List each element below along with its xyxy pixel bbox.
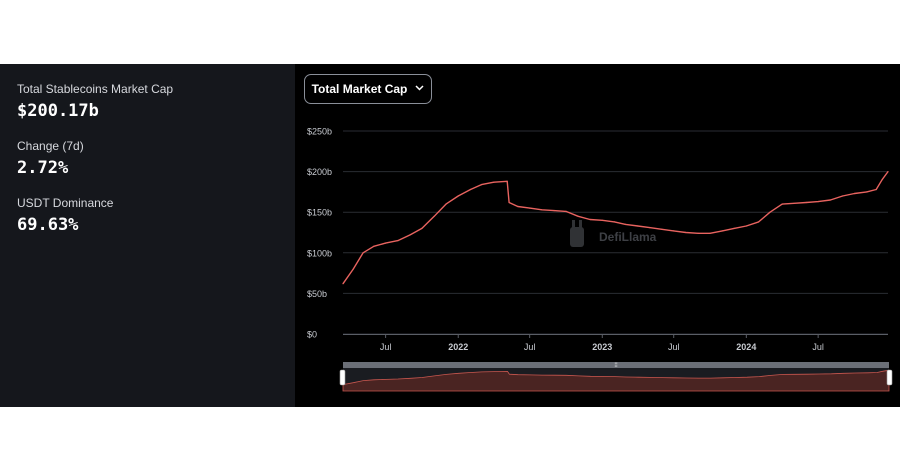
- data-point: [553, 210, 555, 212]
- data-point: [506, 180, 508, 182]
- x-tick-label: Jul: [380, 342, 392, 352]
- chart-grid: [343, 130, 888, 335]
- chevron-down-icon: [415, 84, 424, 94]
- y-tick-label: $50b: [307, 289, 327, 299]
- data-point: [887, 171, 889, 173]
- stat-label-total-market-cap: Total Stablecoins Market Cap: [17, 82, 174, 96]
- data-point: [433, 215, 435, 217]
- x-tick-label: Jul: [524, 342, 536, 352]
- data-point: [805, 201, 807, 204]
- data-point: [829, 199, 832, 201]
- y-axis: $0 $50b $100b $150b $200b $250b: [307, 127, 332, 340]
- navigator-right-handle[interactable]: [886, 369, 893, 386]
- stats-panel: Total Stablecoins Market Cap $200.17b Ch…: [0, 64, 295, 407]
- data-point: [875, 188, 877, 191]
- x-tick-label: Jul: [668, 342, 680, 352]
- data-point: [661, 228, 663, 230]
- data-point: [517, 205, 519, 208]
- x-axis: Jul 2022 Jul 2023 Jul 2024 Jul: [380, 334, 824, 352]
- navigator-left-handle[interactable]: [339, 369, 346, 386]
- data-point: [673, 230, 675, 232]
- data-point: [421, 227, 423, 229]
- data-point: [385, 242, 387, 244]
- data-point: [529, 207, 531, 209]
- data-point: [352, 268, 354, 270]
- stat-value-change-7d: 2.72%: [17, 158, 69, 178]
- data-point: [758, 221, 760, 223]
- stat-value-total-market-cap: $200.17b: [17, 101, 99, 121]
- llama-logo-icon: [570, 220, 584, 247]
- data-point: [577, 215, 579, 217]
- range-navigator[interactable]: ⁞⁞: [339, 362, 893, 392]
- navigator-grip-icon: ⁞⁞: [614, 363, 618, 369]
- data-point: [637, 225, 639, 227]
- data-point: [625, 223, 627, 225]
- y-tick-label: $0: [307, 330, 317, 340]
- stat-value-usdt-dominance: 69.63%: [17, 215, 79, 235]
- data-point: [508, 201, 510, 204]
- data-point: [541, 209, 543, 211]
- data-point: [342, 283, 344, 285]
- data-point: [589, 218, 591, 221]
- data-point: [469, 188, 472, 191]
- chart-panel: Total Market Cap DefiLlama $0 $50b $100b $1…: [295, 64, 900, 407]
- x-tick-label: 2022: [448, 342, 468, 352]
- data-point: [817, 201, 819, 203]
- data-point: [565, 210, 567, 212]
- navigator-area: [342, 369, 890, 392]
- x-tick-label: 2024: [736, 342, 756, 352]
- data-point: [613, 221, 616, 223]
- market-cap-chart: DefiLlama $0 $50b $100b $150b $200b $250b Jul…: [307, 127, 893, 392]
- data-point: [685, 231, 687, 234]
- series-line-total-market-cap: [342, 171, 889, 285]
- data-point: [733, 227, 735, 229]
- data-point: [373, 245, 375, 247]
- stat-label-change-7d: Change (7d): [17, 139, 84, 153]
- data-point: [745, 225, 747, 227]
- data-point: [769, 211, 771, 213]
- data-point: [697, 232, 699, 234]
- x-tick-label: 2023: [592, 342, 612, 352]
- watermark: DefiLlama: [570, 220, 657, 247]
- data-point: [781, 203, 783, 205]
- y-tick-label: $200b: [307, 167, 332, 177]
- data-point: [493, 181, 495, 183]
- data-point: [409, 234, 411, 236]
- y-tick-label: $100b: [307, 248, 332, 258]
- y-tick-label: $250b: [307, 127, 332, 137]
- data-point: [793, 202, 795, 204]
- data-point: [397, 240, 399, 242]
- data-point: [721, 230, 723, 232]
- series-layer: [342, 171, 889, 285]
- data-point: [457, 195, 459, 197]
- data-point: [853, 192, 856, 195]
- data-point: [881, 179, 883, 181]
- data-point: [709, 232, 711, 234]
- data-point: [480, 184, 483, 186]
- y-tick-label: $150b: [307, 208, 332, 218]
- data-point: [445, 203, 447, 205]
- navigator-topbar: [343, 362, 889, 368]
- dropdown-label: Total Market Cap: [311, 82, 408, 96]
- x-tick-label: Jul: [812, 342, 824, 352]
- watermark-text: DefiLlama: [599, 230, 657, 244]
- data-point: [866, 191, 868, 193]
- data-point: [649, 227, 651, 229]
- stat-label-usdt-dominance: USDT Dominance: [17, 196, 114, 210]
- data-point: [362, 252, 364, 254]
- data-point: [842, 195, 844, 197]
- data-point: [601, 219, 603, 221]
- chart-type-dropdown[interactable]: Total Market Cap: [304, 74, 432, 104]
- stablecoins-dashboard: Total Stablecoins Market Cap $200.17b Ch…: [0, 64, 900, 407]
